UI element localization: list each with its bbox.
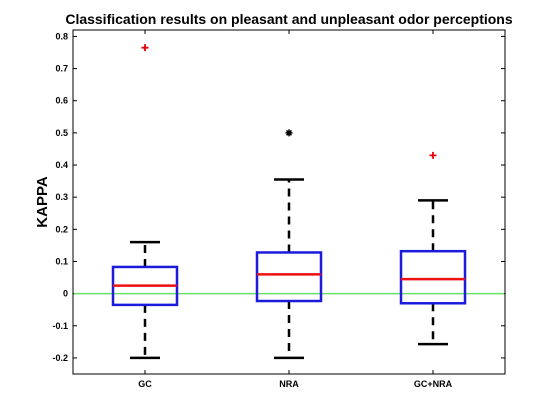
y-tick-label: 0.5 [55, 128, 68, 138]
box-iqr [399, 249, 467, 305]
y-tick-label: 0.3 [55, 192, 68, 202]
outlier-point [285, 129, 293, 137]
y-tick-label: -0.2 [52, 353, 68, 363]
y-tick-label: 0.8 [55, 31, 68, 41]
y-tick-label: 0.2 [55, 224, 68, 234]
chart-marks: -0.2 -0.1 0 0.1 0.2 0.3 0.4 0.5 0.6 0.7 0.8 GC NRA GC… [52, 30, 505, 389]
chart-title: Classification results on pleasant and u… [65, 11, 513, 27]
y-tick-label: 0.4 [55, 160, 68, 170]
y-axis-label: KAPPA [34, 176, 51, 228]
y-tick-label: 0.7 [55, 64, 68, 74]
y-tick-label: -0.1 [52, 321, 68, 331]
y-tick-label: 0 [63, 289, 68, 299]
x-tick-label: GC+NRA [414, 379, 453, 389]
box-iqr [255, 251, 323, 303]
outlier-point [141, 44, 149, 52]
x-tick-label: NRA [279, 379, 299, 389]
outlier-point [429, 151, 437, 159]
y-tick-label: 0.1 [55, 256, 68, 266]
y-tick-label: 0.6 [55, 96, 68, 106]
x-tick-label: GC [138, 379, 152, 389]
